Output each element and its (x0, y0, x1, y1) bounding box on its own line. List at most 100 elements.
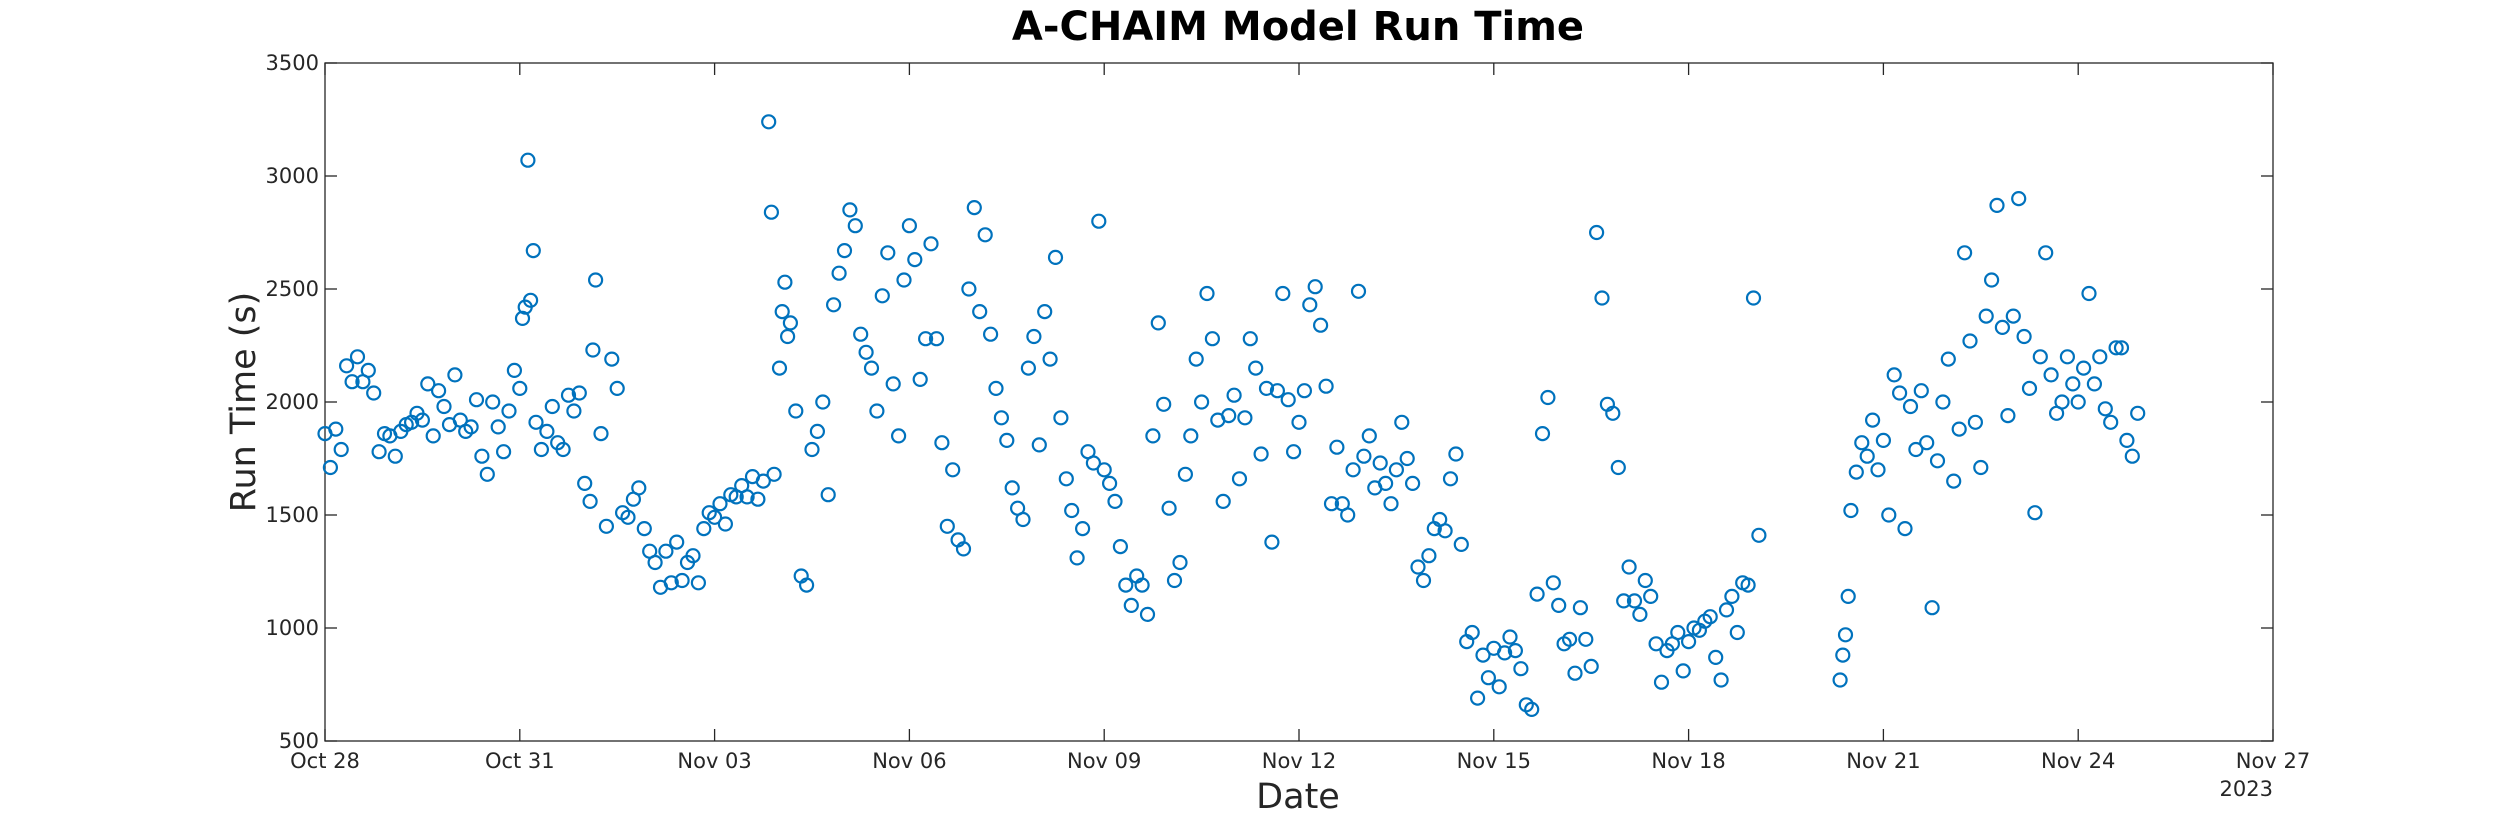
data-point (1404, 475, 1421, 491)
data-point (1524, 701, 1540, 718)
data-point (1540, 389, 1556, 406)
data-point (333, 441, 349, 458)
data-point (972, 304, 988, 320)
data-point (1843, 502, 1859, 519)
x-tick-label: Nov 18 (1651, 749, 1725, 773)
data-point (1042, 351, 1058, 367)
data-point (2103, 414, 2119, 430)
data-point (1864, 412, 1881, 428)
data-point (1837, 627, 1854, 643)
chart-title: A-CHAIM Model Run Time (1012, 4, 1584, 50)
data-point (1226, 387, 1242, 403)
data-point (1139, 606, 1156, 623)
data-point (1399, 450, 1415, 467)
data-point (1648, 636, 1664, 652)
data-point (2038, 245, 2054, 261)
data-point (1713, 672, 1729, 688)
data-point (1940, 351, 1956, 367)
data-point (1751, 527, 1767, 543)
data-point (2076, 360, 2092, 376)
data-point (582, 493, 598, 509)
data-point (387, 448, 403, 464)
data-point (1956, 245, 1973, 261)
data-point (2119, 432, 2135, 448)
data-point (425, 428, 441, 444)
data-point (506, 362, 523, 378)
data-point (528, 414, 544, 430)
data-point (939, 518, 955, 534)
data-point (669, 534, 685, 550)
data-point (999, 432, 1015, 448)
data-point (788, 403, 804, 419)
data-point (1881, 507, 1897, 523)
data-point (1502, 629, 1518, 645)
data-point (1145, 428, 1161, 444)
data-point (1967, 414, 1984, 430)
data-point (1156, 396, 1172, 412)
data-point (1913, 383, 1929, 399)
data-point (1616, 593, 1632, 609)
data-point (1058, 471, 1074, 487)
data-point (322, 459, 338, 476)
data-point (885, 376, 901, 392)
data-point (771, 360, 788, 376)
data-point (485, 394, 501, 410)
data-point (1924, 600, 1940, 616)
data-point (1047, 249, 1064, 265)
data-point (1724, 588, 1740, 605)
data-point (2021, 380, 2038, 396)
y-tick-label: 3500 (266, 51, 319, 75)
data-point (2113, 340, 2130, 356)
data-point (1496, 645, 1513, 661)
data-point (2070, 394, 2086, 410)
y-tick-label: 3000 (266, 164, 319, 188)
data-point (945, 462, 961, 478)
data-point (820, 487, 836, 503)
data-point (717, 516, 734, 532)
data-point (1637, 572, 1653, 589)
data-point (1188, 351, 1204, 367)
data-point (585, 342, 601, 358)
data-point (1064, 502, 1080, 519)
data-point (1621, 559, 1637, 575)
data-point (593, 426, 609, 442)
data-point (339, 358, 355, 374)
plot-frame (324, 62, 2274, 742)
data-point (560, 387, 577, 403)
data-point (1854, 435, 1870, 451)
x-axis-title: Date (1256, 777, 1340, 817)
data-point (539, 423, 555, 439)
data-point (1951, 421, 1967, 437)
data-point (1096, 462, 1112, 478)
data-point (598, 518, 615, 534)
data-point (774, 304, 790, 320)
data-point (1307, 279, 1323, 295)
data-point (663, 575, 679, 591)
data-point (1670, 624, 1686, 641)
data-point (1296, 383, 1313, 399)
data-point (2000, 408, 2016, 424)
data-point (1561, 631, 1578, 647)
data-point (1994, 319, 2011, 335)
data-point (1978, 308, 1994, 324)
x-tick-label: Nov 12 (1262, 749, 1336, 773)
data-point (712, 496, 728, 512)
data-point (1172, 554, 1188, 571)
data-point (1323, 496, 1340, 512)
data-point (1004, 480, 1020, 496)
data-point (1437, 523, 1453, 539)
data-point (923, 236, 939, 252)
x-tick-label: Oct 31 (485, 749, 555, 773)
data-point (2054, 394, 2070, 410)
data-point (1415, 572, 1432, 589)
data-point (520, 152, 536, 168)
data-point (2032, 349, 2048, 365)
data-point (1983, 272, 2000, 288)
data-point (2065, 376, 2081, 392)
data-point (1708, 649, 1724, 666)
data-point (1031, 437, 1047, 453)
data-point (750, 491, 766, 507)
data-point (1410, 559, 1426, 575)
data-point (2005, 308, 2021, 324)
data-point (2124, 448, 2140, 464)
